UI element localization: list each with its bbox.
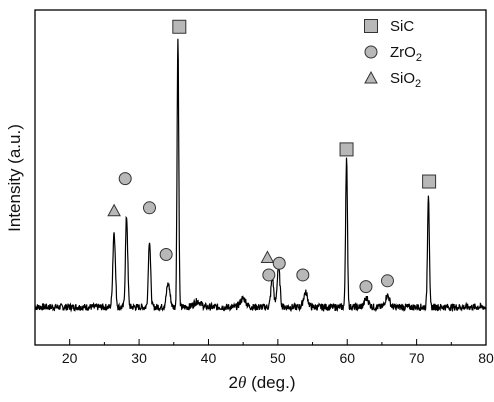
zro2-marker xyxy=(296,268,310,282)
x-tick-label: 60 xyxy=(339,350,355,366)
sio2-marker xyxy=(260,250,275,263)
sic-marker xyxy=(422,174,437,189)
legend-circle-marker xyxy=(364,45,378,59)
legend-triangle-marker xyxy=(364,70,378,84)
zro2-marker xyxy=(262,268,276,282)
legend-label: SiC xyxy=(390,18,414,35)
peak-markers xyxy=(107,19,437,294)
zro2-marker xyxy=(272,256,286,270)
series-line xyxy=(34,38,487,313)
x-tick-label: 50 xyxy=(270,350,286,366)
x-tick-label: 30 xyxy=(131,350,147,366)
zro2-marker xyxy=(359,280,373,294)
sic-marker xyxy=(339,142,354,157)
plot-frame xyxy=(34,9,487,346)
zro2-marker xyxy=(142,201,156,215)
x-tick-label: 70 xyxy=(409,350,425,366)
y-axis-title: Intensity (a.u.) xyxy=(5,124,24,232)
zro2-marker xyxy=(118,172,132,186)
legend: SiC ZrO2 SiO2 xyxy=(364,18,422,90)
sio2-marker xyxy=(107,203,121,217)
sic-marker xyxy=(172,19,187,34)
x-tick-label: 20 xyxy=(62,350,78,366)
zro2-marker xyxy=(159,248,173,262)
legend-label: SiO2 xyxy=(390,70,421,90)
x-axis-title: 2θ (deg.) xyxy=(229,373,296,392)
x-tick-label: 40 xyxy=(201,350,217,366)
x-axis-ticks: 20 30 40 50 60 70 80 xyxy=(34,339,494,366)
x-tick-label: 80 xyxy=(478,350,494,366)
zro2-marker xyxy=(380,274,394,288)
legend-label: ZrO2 xyxy=(390,44,422,64)
legend-square-marker xyxy=(364,19,378,33)
